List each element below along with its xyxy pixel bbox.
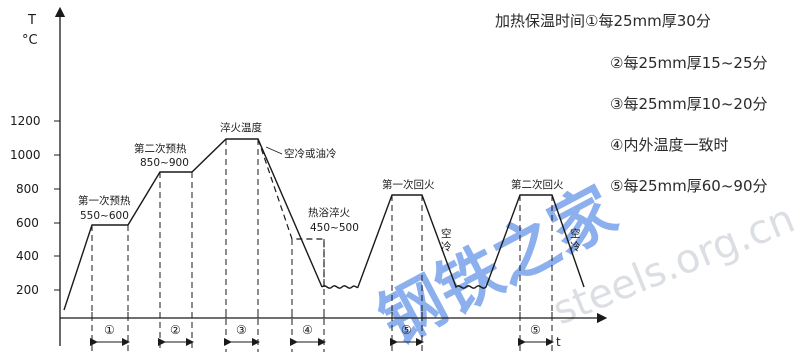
interval-2: ② [170, 323, 181, 337]
legend-title: 加热保温时间 [495, 12, 585, 30]
tick-600: 600 [16, 216, 39, 230]
holding-time-legend: 加热保温时间 ①每25mm厚30分 ②每25mm厚15~25分 ③每25mm厚1… [495, 12, 768, 195]
preheat2-label: 第二次预热 [134, 142, 187, 155]
legend-item-2: ②每25mm厚15~25分 [610, 54, 768, 72]
tick-800: 800 [16, 182, 39, 196]
stage-dashed-lines [91, 139, 553, 352]
air-cool-2-a: 空 [570, 227, 581, 240]
y-ticks: 1200 1000 800 600 400 200 [10, 114, 60, 297]
preheat1-range: 550~600 [80, 210, 129, 222]
bath-range: 450~500 [310, 222, 359, 234]
tick-400: 400 [16, 249, 39, 263]
cooling-pointer [265, 146, 283, 155]
tick-200: 200 [16, 283, 39, 297]
process-curve-main [63, 138, 323, 311]
air-cool-1-a: 空 [441, 227, 452, 240]
y-axis-name: T [27, 13, 36, 28]
tick-1200: 1200 [10, 114, 41, 128]
process-curve-bath-branch [257, 138, 325, 287]
legend-item-5: ⑤每25mm厚60~90分 [610, 177, 768, 195]
interval-3: ③ [236, 323, 247, 337]
bath-label: 热浴淬火 [308, 206, 350, 219]
temper1-label: 第一次回火 [382, 178, 435, 191]
x-axis-name: t [556, 335, 561, 349]
quench-label: 淬火温度 [220, 121, 262, 134]
interval-1: ① [104, 323, 115, 337]
interval-5b: ⑤ [530, 323, 541, 337]
legend-item-1: ①每25mm厚30分 [585, 12, 711, 30]
legend-item-3: ③每25mm厚10~20分 [610, 95, 768, 113]
preheat1-label: 第一次预热 [78, 194, 131, 207]
temper2-label: 第二次回火 [511, 178, 564, 191]
cooling-label: 空冷或油冷 [284, 147, 337, 160]
preheat2-range: 850~900 [140, 157, 189, 169]
process-curve-tempering [321, 194, 585, 289]
interval-5a: ⑤ [401, 323, 412, 337]
legend-item-4: ④内外温度一致时 [610, 136, 728, 154]
y-axis-unit: °C [22, 33, 38, 48]
air-cool-2-b: 冷 [570, 240, 581, 253]
watermark: 钢铁之家 steels.org.cn [368, 174, 801, 358]
tick-1000: 1000 [10, 148, 41, 162]
air-cool-1-b: 冷 [441, 240, 452, 253]
interval-4: ④ [302, 323, 313, 337]
